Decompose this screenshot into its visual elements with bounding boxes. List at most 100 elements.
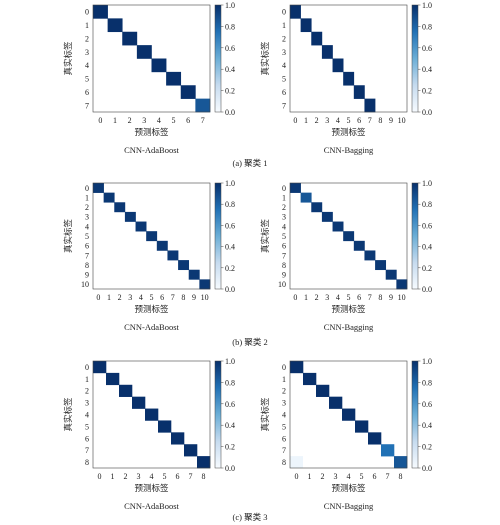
x-tick-label: 7 <box>201 116 205 125</box>
heatmap-cell <box>171 432 185 445</box>
heatmap-cell <box>106 372 120 386</box>
x-tick-label: 9 <box>389 116 393 125</box>
heatmap-cell <box>353 240 365 251</box>
y-tick-label: 4 <box>85 222 89 231</box>
x-axis-label: 预测标签 <box>331 127 366 137</box>
heatmap-frame <box>92 182 211 290</box>
heatmap-cell <box>311 202 323 213</box>
y-tick-label: 7 <box>282 251 286 260</box>
x-tick-label: 0 <box>293 293 297 302</box>
x-tick-label: 7 <box>386 472 390 481</box>
colorbar <box>214 360 222 469</box>
colorbar-tick-label: 0.4 <box>225 243 235 252</box>
x-tick-label: 10 <box>201 293 209 302</box>
heatmap-cell <box>343 71 355 86</box>
x-tick-label: 1 <box>304 116 308 125</box>
x-tick-label: 4 <box>347 472 351 481</box>
heatmap-cell <box>199 279 211 290</box>
y-axis-label: 真实标签 <box>63 41 73 76</box>
colorbar-tick-label: 0.2 <box>225 443 235 452</box>
y-tick-label: 3 <box>282 213 286 222</box>
model-name: CNN-AdaBoost <box>124 322 179 332</box>
x-tick-label: 4 <box>150 472 154 481</box>
y-tick-label: 5 <box>85 75 89 84</box>
y-tick-label: 5 <box>85 422 89 431</box>
x-tick-label: 1 <box>113 116 117 125</box>
x-tick-label: 5 <box>171 116 175 125</box>
x-tick-label: 2 <box>128 116 132 125</box>
x-tick-label: 0 <box>293 116 297 125</box>
heatmap-cell <box>342 408 356 421</box>
y-tick-label: 0 <box>282 363 286 372</box>
x-tick-label: 9 <box>192 293 196 302</box>
colorbar-tick-label: 0.8 <box>422 200 432 209</box>
caption-c: (c) 聚类 3 <box>233 512 268 522</box>
heatmap-cell <box>145 408 159 421</box>
x-tick-label: 4 <box>139 293 143 302</box>
colorbar-tick-label: 1.0 <box>225 1 235 10</box>
x-tick-label: 5 <box>347 116 351 125</box>
y-tick-label: 6 <box>282 434 286 443</box>
colorbar-tick-label: 0.6 <box>422 44 432 53</box>
heatmap-cell <box>332 221 344 232</box>
y-tick-label: 1 <box>85 375 89 384</box>
heatmap-cell <box>396 279 408 290</box>
y-tick-label: 9 <box>282 271 286 280</box>
colorbar-tick-label: 0.0 <box>422 285 432 294</box>
x-tick-label: 5 <box>150 293 154 302</box>
heatmap-cell <box>353 85 365 99</box>
x-tick-label: 0 <box>98 116 102 125</box>
y-axis-label: 真实标签 <box>260 41 270 76</box>
y-tick-label: 8 <box>85 458 89 467</box>
colorbar-tick-label: 0.6 <box>422 400 432 409</box>
colorbar-tick-label: 0.4 <box>422 65 432 74</box>
x-tick-label: 4 <box>336 116 340 125</box>
y-tick-label: 10 <box>81 280 89 289</box>
heatmap-cell <box>184 444 198 457</box>
y-tick-label: 6 <box>282 88 286 97</box>
colorbar-tick-label: 0.6 <box>225 221 235 230</box>
model-name: CNN-Bagging <box>324 501 374 511</box>
y-tick-label: 5 <box>282 75 286 84</box>
x-tick-label: 8 <box>181 293 185 302</box>
heatmap-cell <box>107 18 123 33</box>
colorbar-tick-label: 0.0 <box>422 108 432 117</box>
y-axis-label: 真实标签 <box>63 397 73 432</box>
y-tick-label: 8 <box>282 458 286 467</box>
x-tick-label: 10 <box>398 116 406 125</box>
heatmap-cell <box>343 231 355 242</box>
colorbar-tick-label: 0.6 <box>225 44 235 53</box>
x-tick-label: 3 <box>137 472 141 481</box>
colorbar-tick-label: 0.4 <box>225 65 235 74</box>
x-tick-label: 5 <box>347 293 351 302</box>
y-tick-label: 1 <box>282 375 286 384</box>
heatmap-cell <box>290 183 301 193</box>
y-tick-label: 0 <box>85 184 89 193</box>
colorbar-tick-label: 0.2 <box>422 87 432 96</box>
heatmap-cell <box>136 45 152 59</box>
y-tick-label: 4 <box>282 222 286 231</box>
heatmap-cell <box>180 85 196 99</box>
heatmap-cell <box>93 183 104 193</box>
heatmap-cell <box>119 384 133 397</box>
y-tick-label: 3 <box>282 399 286 408</box>
y-tick-label: 1 <box>85 21 89 30</box>
heatmap-cell <box>290 5 301 19</box>
x-tick-label: 2 <box>315 116 319 125</box>
x-tick-label: 7 <box>368 116 372 125</box>
x-tick-label: 9 <box>389 293 393 302</box>
y-tick-label: 6 <box>282 242 286 251</box>
heatmap-frame <box>289 182 408 290</box>
heatmap-cell <box>114 202 126 213</box>
heatmap-cell <box>364 98 376 113</box>
colorbar-tick-label: 0.0 <box>225 464 235 473</box>
x-tick-label: 8 <box>378 116 382 125</box>
y-tick-label: 3 <box>85 213 89 222</box>
